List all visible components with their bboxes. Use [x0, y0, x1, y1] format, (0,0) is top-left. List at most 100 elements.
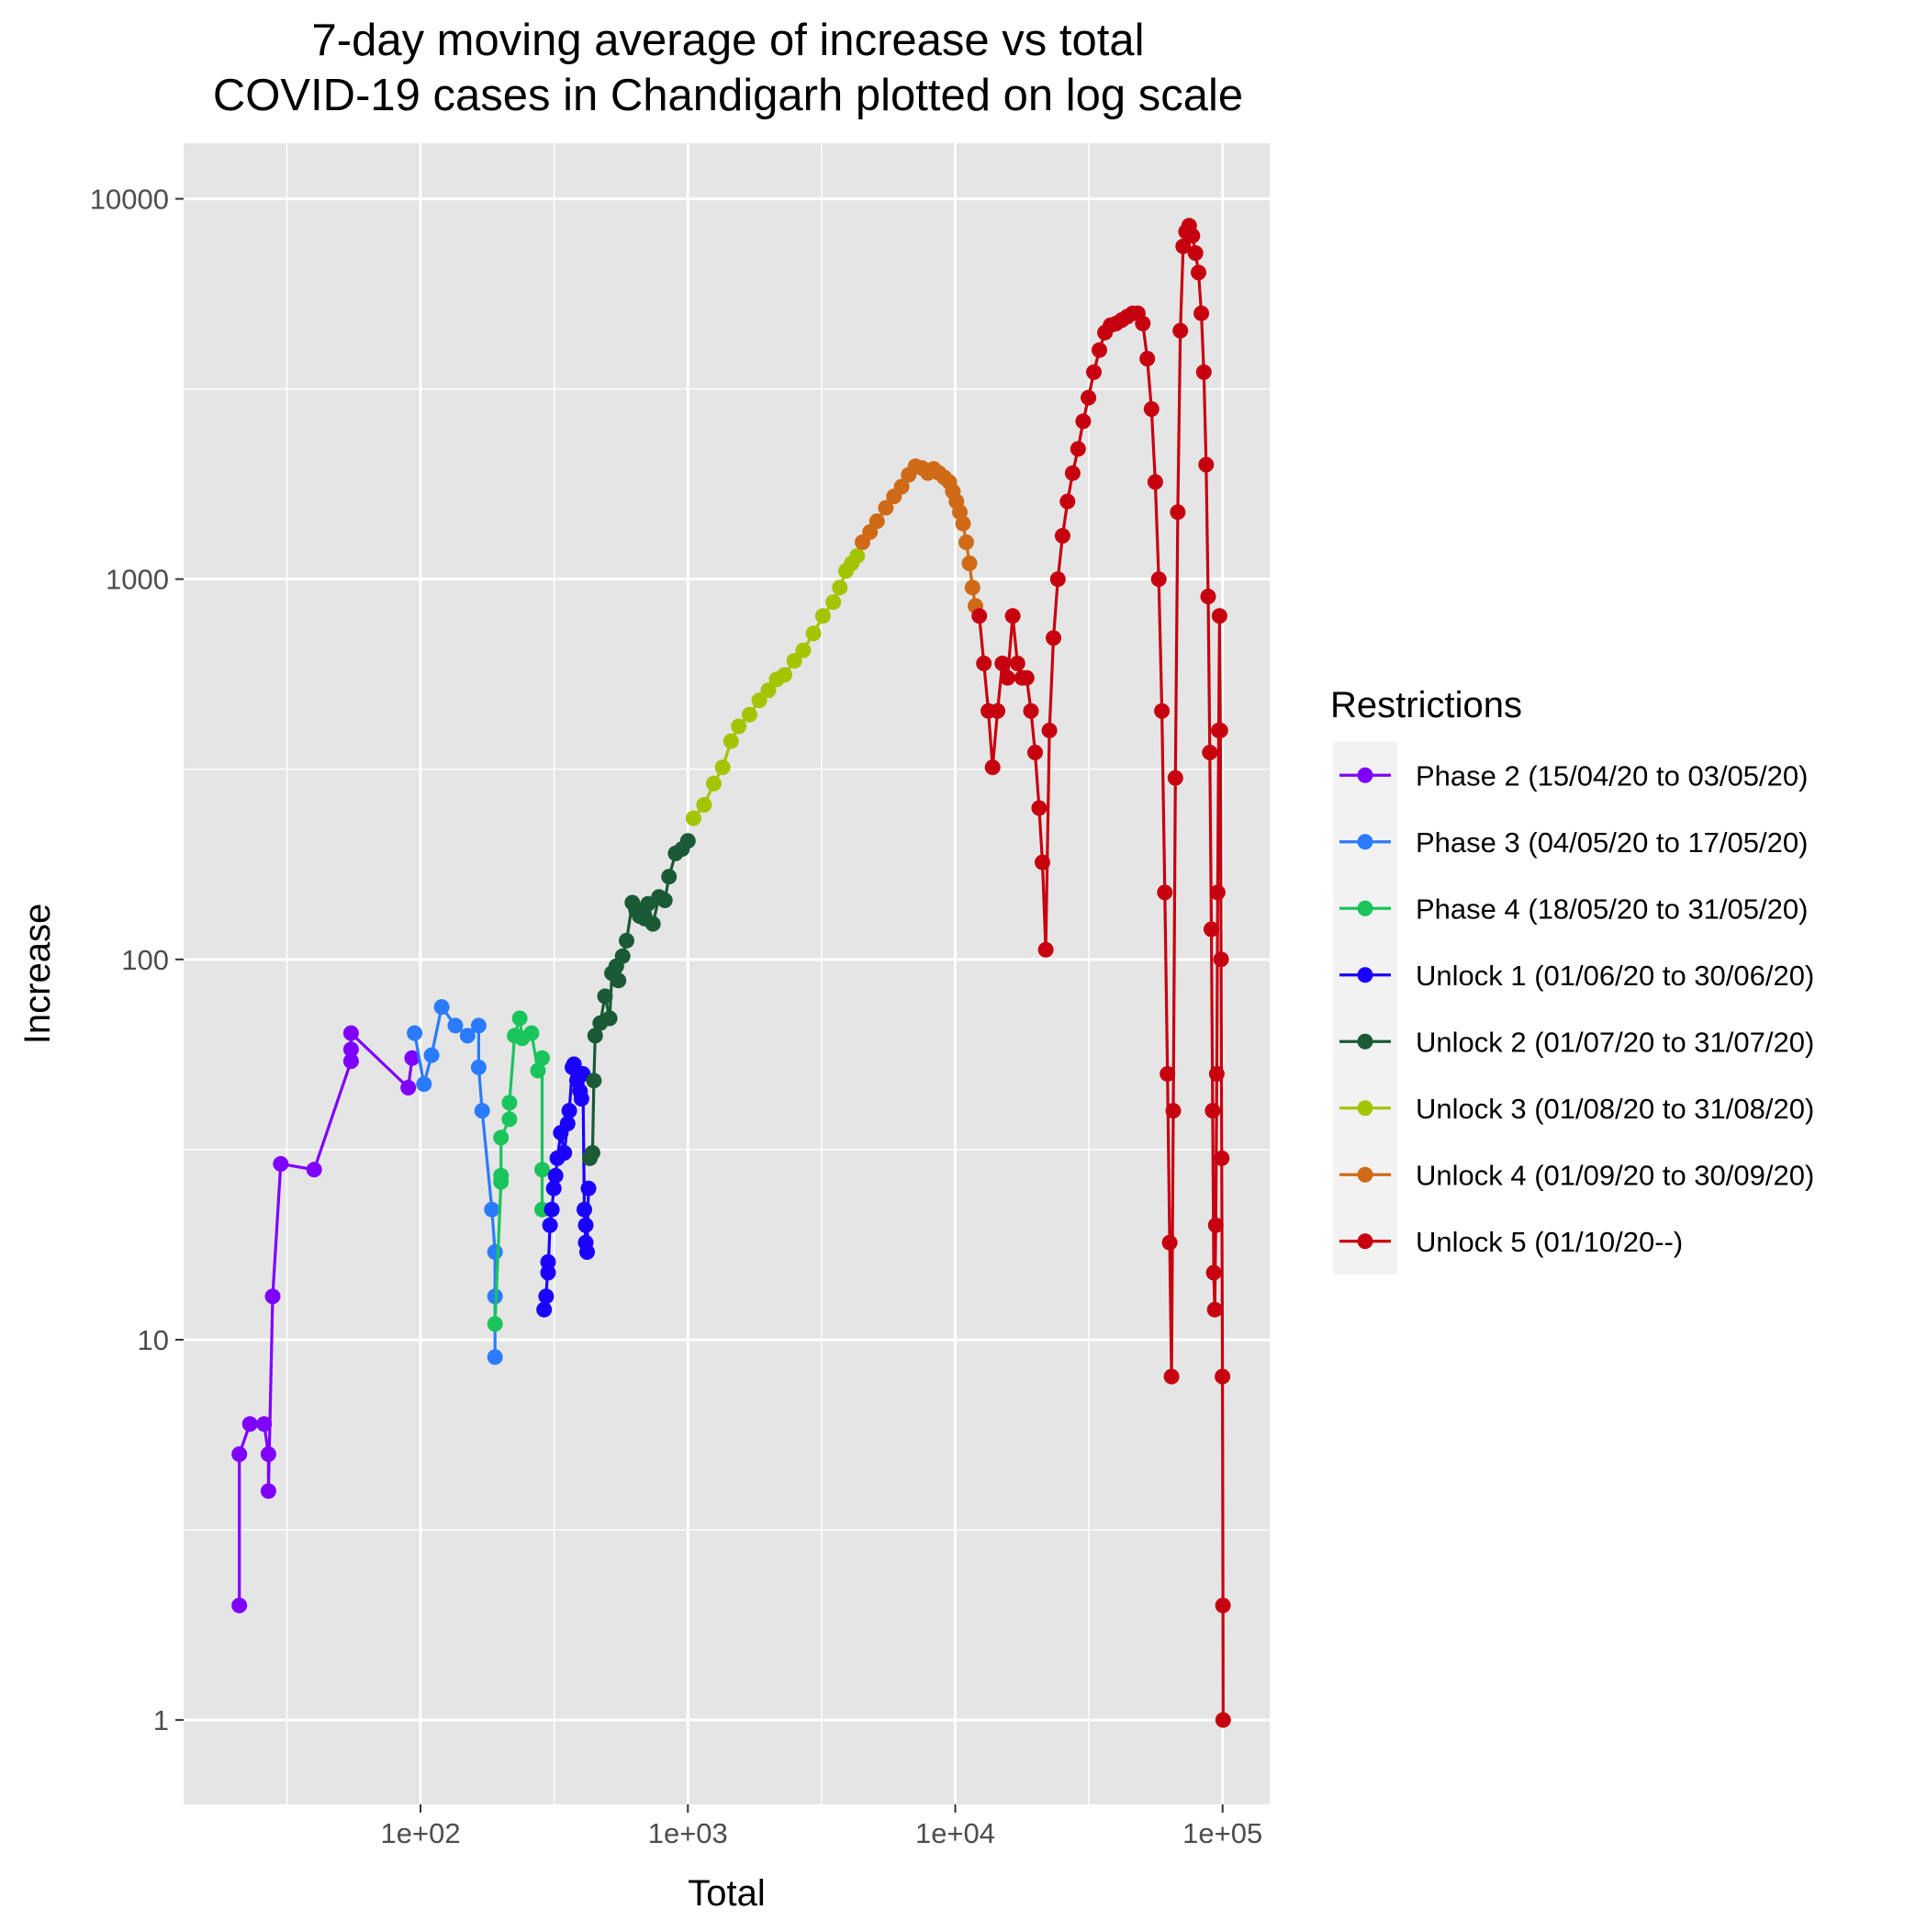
legend-item: Unlock 2 (01/07/20 to 31/07/20): [1339, 1026, 1814, 1058]
y-tick-label: 100: [121, 944, 169, 976]
legend-label: Phase 4 (18/05/20 to 31/05/20): [1416, 893, 1808, 925]
data-point-unlock-5: [1160, 1066, 1176, 1082]
data-point-phase-2: [306, 1162, 322, 1178]
data-point-phase-2: [241, 1416, 258, 1432]
data-point-unlock-5: [1211, 608, 1227, 624]
series-line-unlock-5: [978, 224, 1225, 1721]
data-point-unlock-1: [561, 1103, 577, 1119]
data-point-unlock-3: [805, 625, 822, 642]
axis-layer: 1e+02 1e+03 1e+04 1e+05 1 10 100 1000 10000: [90, 184, 1262, 1849]
data-point-phase-4: [493, 1167, 510, 1184]
series-unlock-2: [582, 833, 696, 1166]
data-point-unlock-5: [1165, 1103, 1182, 1119]
data-point-unlock-5: [1037, 941, 1054, 958]
legend-key-point: [1357, 967, 1373, 983]
data-point-phase-2: [231, 1597, 248, 1613]
data-point-phase-4: [487, 1316, 503, 1332]
data-point-unlock-1: [545, 1180, 562, 1196]
data-point-phase-2: [264, 1288, 281, 1305]
data-point-unlock-2: [619, 932, 634, 949]
data-point-unlock-4: [958, 534, 974, 550]
data-point-unlock-5: [1167, 769, 1183, 786]
legend: Restrictions Phase 2 (15/04/20 to 03/05/…: [1330, 685, 1814, 1275]
legend-item: Phase 4 (18/05/20 to 31/05/20): [1339, 893, 1808, 925]
x-tick-label: 1e+02: [381, 1817, 461, 1849]
data-point-unlock-5: [1143, 401, 1160, 417]
data-point-unlock-5: [1092, 342, 1107, 358]
data-point-unlock-3: [814, 608, 831, 624]
data-point-unlock-1: [559, 1116, 576, 1132]
data-point-unlock-5: [1064, 465, 1081, 481]
data-point-unlock-5: [1195, 364, 1212, 380]
data-point-unlock-1: [573, 1091, 589, 1107]
legend-label: Unlock 5 (01/10/20--): [1416, 1226, 1683, 1258]
legend-items: Phase 2 (15/04/20 to 03/05/20) Phase 3 (0…: [1339, 759, 1814, 1258]
data-point-unlock-3: [751, 692, 767, 709]
data-point-unlock-5: [1046, 630, 1061, 646]
data-point-unlock-5: [1193, 305, 1210, 321]
data-point-unlock-2: [656, 893, 673, 908]
data-point-unlock-2: [614, 948, 631, 964]
data-point-unlock-5: [1135, 315, 1151, 331]
data-point-unlock-5: [1170, 504, 1186, 521]
chart-title-line: COVID-19 cases in Chandigarh plotted on …: [213, 71, 1243, 120]
legend-key-point: [1357, 834, 1373, 850]
y-tick-label: 10000: [90, 184, 169, 216]
data-point-phase-4: [534, 1162, 550, 1178]
data-point-unlock-5: [1202, 745, 1218, 760]
data-point-unlock-1: [542, 1217, 558, 1233]
data-point-unlock-5: [1212, 723, 1228, 738]
data-point-unlock-5: [1198, 456, 1215, 473]
data-point-unlock-1: [540, 1264, 556, 1281]
data-point-unlock-4: [893, 478, 910, 495]
x-tick-label: 1e+03: [648, 1817, 728, 1849]
legend-item: Unlock 5 (01/10/20--): [1339, 1226, 1683, 1258]
data-point-phase-3: [470, 1059, 487, 1075]
data-point-unlock-2: [661, 869, 678, 885]
data-point-unlock-5: [971, 608, 988, 624]
y-tick-label: 10: [138, 1324, 169, 1356]
series-unlock-3: [685, 548, 866, 826]
legend-item: Unlock 4 (01/09/20 to 30/09/20): [1339, 1159, 1814, 1191]
data-point-phase-2: [342, 1041, 359, 1058]
data-point-unlock-5: [1204, 921, 1219, 938]
legend-key-background: [1333, 742, 1397, 1275]
data-point-unlock-1: [577, 1201, 592, 1218]
data-point-unlock-3: [777, 667, 793, 683]
data-point-phase-3: [459, 1028, 476, 1044]
data-point-unlock-3: [723, 733, 739, 749]
data-point-unlock-5: [1215, 1712, 1231, 1728]
data-point-unlock-2: [601, 1010, 618, 1027]
data-point-unlock-5: [1004, 608, 1021, 624]
data-point-unlock-5: [1023, 702, 1039, 719]
series-phase-2: [231, 1025, 420, 1613]
legend-label: Unlock 4 (01/09/20 to 30/09/20): [1416, 1159, 1814, 1191]
data-point-unlock-5: [994, 656, 1011, 671]
x-axis-title: Total: [688, 1873, 766, 1914]
data-point-phase-4: [493, 1129, 510, 1146]
data-point-phase-2: [231, 1446, 248, 1463]
series-unlock-1: [536, 1056, 597, 1318]
data-point-phase-2: [260, 1483, 276, 1500]
data-point-unlock-5: [1172, 322, 1189, 339]
data-point-unlock-5: [1086, 364, 1102, 380]
legend-label: Unlock 2 (01/07/20 to 31/07/20): [1416, 1026, 1814, 1058]
data-point-phase-3: [407, 1025, 423, 1041]
data-point-unlock-2: [597, 988, 613, 1005]
legend-label: Phase 2 (15/04/20 to 03/05/20): [1416, 759, 1808, 792]
data-point-unlock-5: [984, 759, 1001, 776]
data-point-unlock-3: [685, 810, 701, 826]
data-point-phase-2: [260, 1446, 276, 1463]
data-point-phase-2: [273, 1156, 289, 1172]
data-point-unlock-5: [1214, 1150, 1230, 1166]
data-point-unlock-5: [1027, 745, 1043, 760]
y-axis-title: Increase: [17, 904, 58, 1044]
data-point-unlock-3: [760, 682, 777, 699]
legend-key-point: [1357, 1166, 1373, 1183]
data-point-unlock-4: [868, 513, 885, 530]
data-point-unlock-4: [964, 579, 980, 596]
legend-item: Phase 3 (04/05/20 to 17/05/20): [1339, 826, 1808, 859]
data-point-unlock-4: [878, 500, 894, 516]
y-tick-label: 1: [153, 1704, 169, 1736]
data-point-phase-3: [487, 1244, 503, 1260]
